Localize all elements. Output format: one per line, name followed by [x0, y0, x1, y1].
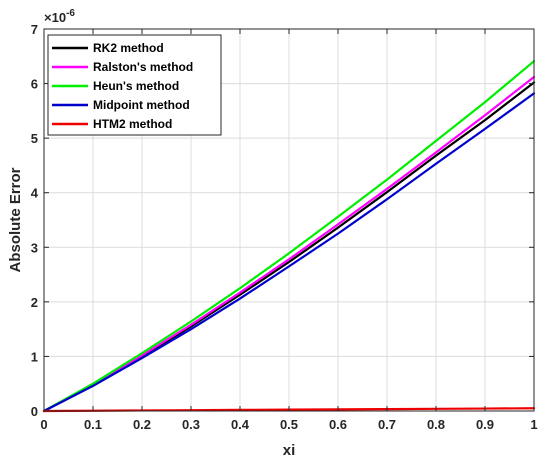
- y-multiplier-base: ×10: [44, 10, 66, 25]
- x-tick-label: 0.5: [280, 417, 298, 432]
- series-line-1: [42, 75, 536, 413]
- y-tick-label: 2: [31, 295, 38, 310]
- x-tick-label: 0.8: [427, 417, 445, 432]
- series-line-2: [42, 60, 536, 413]
- axis-ticks: 0 0.1 0.2 0.3 0.4 0.5 0.6 0.7 0.8 0.9 1 0 1 2 3 4 5 6 7: [31, 22, 538, 432]
- x-axis-label: xi: [283, 442, 296, 459]
- x-tick-label: 0.6: [329, 417, 347, 432]
- y-axis-label: Absolute Error: [7, 167, 24, 272]
- x-tick-label: 1: [530, 417, 537, 432]
- y-tick-label: 1: [31, 349, 38, 364]
- series-line-3: [42, 92, 536, 413]
- y-tick-label: 6: [31, 77, 38, 92]
- y-tick-label: 4: [31, 186, 39, 201]
- x-tick-label: 0.7: [378, 417, 396, 432]
- x-tick-label: 0.9: [476, 417, 494, 432]
- x-tick-label: 0.2: [133, 417, 151, 432]
- legend-label-2: Heun's method: [93, 79, 179, 93]
- legend-label-1: Ralston's method: [93, 60, 193, 74]
- x-tick-label: 0: [40, 417, 47, 432]
- x-tick-label: 0.4: [231, 417, 250, 432]
- legend-label-0: RK2 method: [93, 41, 164, 55]
- x-tick-label: 0.1: [84, 417, 102, 432]
- legend: RK2 method Ralston's method Heun's method M…: [47, 34, 222, 136]
- legend-label-3: Midpoint method: [93, 98, 190, 112]
- y-tick-label: 3: [31, 240, 38, 255]
- y-multiplier-exponent: -6: [66, 8, 75, 19]
- legend-label-4: HTM2 method: [93, 117, 172, 131]
- y-tick-label: 5: [31, 131, 38, 146]
- y-tick-label: 0: [31, 404, 38, 419]
- y-multiplier: ×10-6: [44, 8, 75, 25]
- x-tick-label: 0.3: [182, 417, 200, 432]
- y-tick-label: 7: [31, 22, 38, 37]
